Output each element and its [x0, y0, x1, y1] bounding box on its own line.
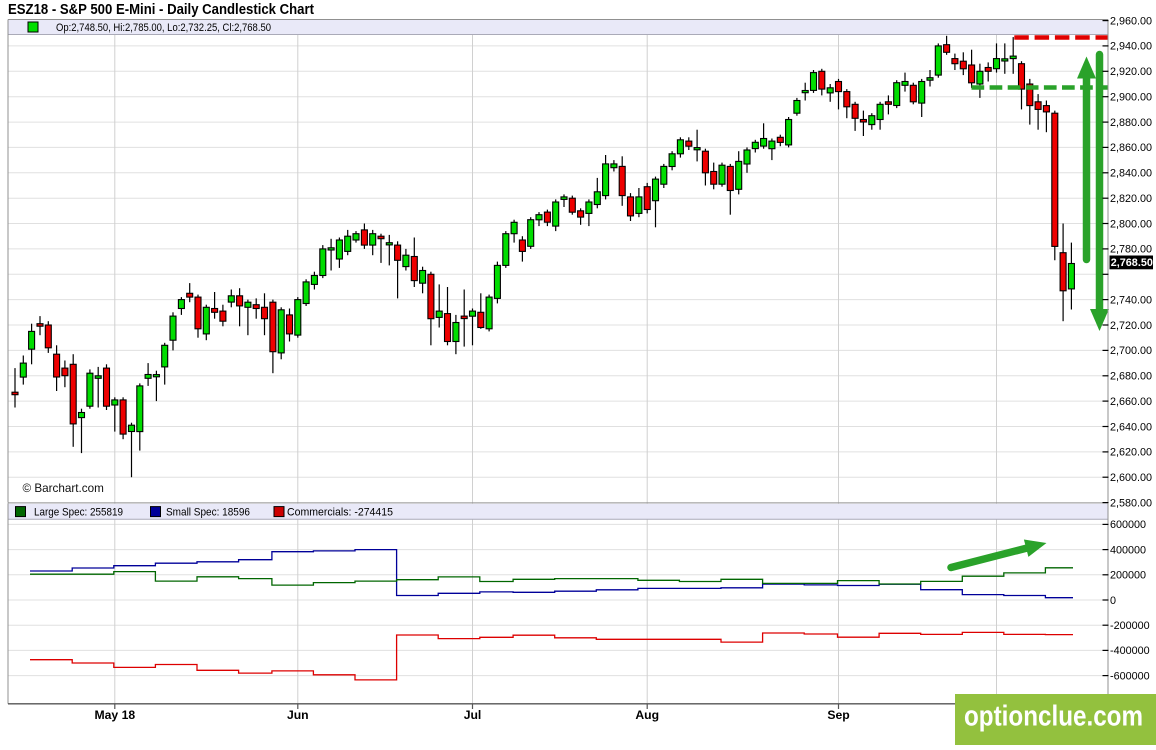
svg-text:-600000: -600000 [1110, 670, 1150, 682]
svg-text:Jul: Jul [464, 708, 482, 722]
svg-text:2,720.00: 2,720.00 [1110, 320, 1152, 332]
svg-text:2,680.00: 2,680.00 [1110, 371, 1152, 383]
svg-text:ESZ18 - S&P 500 E-Mini - Daily: ESZ18 - S&P 500 E-Mini - Daily Candlesti… [8, 2, 314, 18]
svg-text:Small Spec: 18596: Small Spec: 18596 [166, 507, 250, 519]
svg-text:Op:2,748.50, Hi:2,785.00, Lo:2: Op:2,748.50, Hi:2,785.00, Lo:2,732.25, C… [56, 22, 271, 34]
svg-text:600000: 600000 [1110, 519, 1146, 531]
svg-text:Commercials: -274415: Commercials: -274415 [287, 507, 393, 519]
svg-text:-200000: -200000 [1110, 620, 1150, 632]
svg-text:2,700.00: 2,700.00 [1110, 345, 1152, 357]
svg-text:2,620.00: 2,620.00 [1110, 447, 1152, 459]
svg-text:Sep: Sep [827, 708, 849, 722]
svg-text:2,768.50: 2,768.50 [1111, 257, 1153, 269]
svg-text:2,780.00: 2,780.00 [1110, 244, 1152, 256]
svg-text:2,900.00: 2,900.00 [1110, 92, 1152, 104]
svg-text:200000: 200000 [1110, 570, 1146, 582]
svg-text:-400000: -400000 [1110, 645, 1150, 657]
svg-text:optionclue.com: optionclue.com [964, 701, 1143, 733]
svg-text:400000: 400000 [1110, 544, 1146, 556]
svg-text:2,960.00: 2,960.00 [1110, 15, 1152, 27]
svg-text:Large Spec: 255819: Large Spec: 255819 [34, 507, 123, 519]
svg-text:2,580.00: 2,580.00 [1110, 497, 1152, 509]
svg-text:May 18: May 18 [94, 708, 135, 722]
svg-text:2,920.00: 2,920.00 [1110, 66, 1152, 78]
svg-text:2,860.00: 2,860.00 [1110, 142, 1152, 154]
svg-text:2,660.00: 2,660.00 [1110, 396, 1152, 408]
svg-text:2,640.00: 2,640.00 [1110, 421, 1152, 433]
svg-text:2,800.00: 2,800.00 [1110, 218, 1152, 230]
svg-text:2,820.00: 2,820.00 [1110, 193, 1152, 205]
svg-text:2,740.00: 2,740.00 [1110, 294, 1152, 306]
svg-text:Jun: Jun [287, 708, 309, 722]
svg-text:© Barchart.com: © Barchart.com [23, 482, 104, 495]
svg-text:2,840.00: 2,840.00 [1110, 168, 1152, 180]
svg-text:Aug: Aug [635, 708, 659, 722]
svg-text:2,940.00: 2,940.00 [1110, 41, 1152, 53]
svg-text:2,880.00: 2,880.00 [1110, 117, 1152, 129]
svg-text:2,600.00: 2,600.00 [1110, 472, 1152, 484]
svg-text:0: 0 [1110, 595, 1116, 607]
